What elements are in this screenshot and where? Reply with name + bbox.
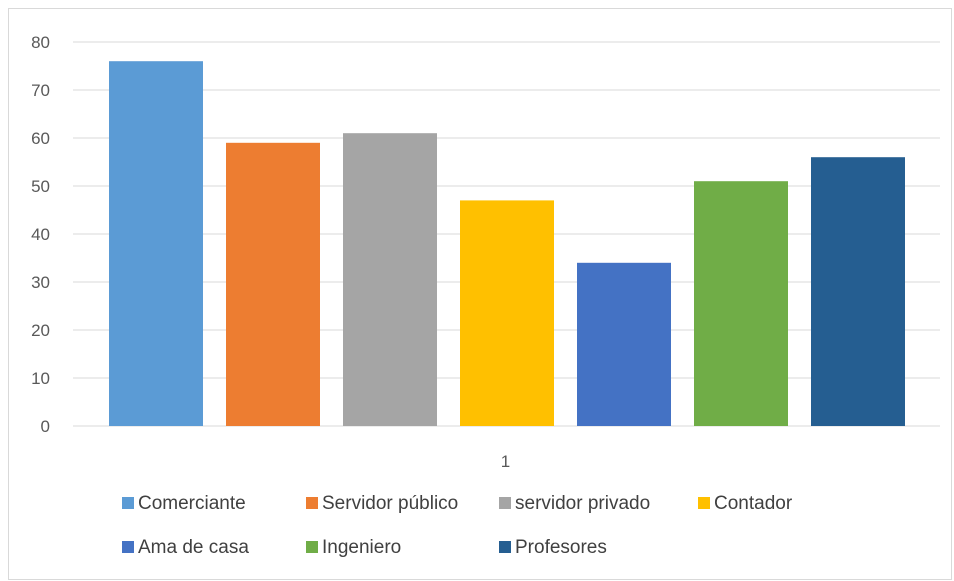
- y-tick-label: 60: [31, 129, 50, 148]
- gridlines: [73, 41, 940, 427]
- legend-label: servidor privado: [515, 493, 650, 514]
- legend-label: Servidor público: [322, 493, 458, 514]
- legend-swatch: [499, 541, 511, 553]
- y-tick-label: 70: [31, 81, 50, 100]
- legend-label: Comerciante: [138, 493, 246, 514]
- y-tick-label: 80: [31, 33, 50, 52]
- legend-item: Contador: [698, 493, 793, 514]
- y-tick-label: 50: [31, 177, 50, 196]
- bar-ama-de-casa: [577, 262, 671, 426]
- legend-label: Contador: [714, 493, 793, 514]
- legend-label: Profesores: [515, 537, 607, 558]
- bar-servidor-p-blico: [226, 142, 320, 427]
- legend-swatch: [306, 497, 318, 509]
- legend-item: Ingeniero: [306, 537, 401, 558]
- legend-label: Ama de casa: [138, 537, 249, 558]
- legend-swatch: [698, 497, 710, 509]
- legend-item: Ama de casa: [122, 537, 249, 558]
- y-tick-label: 10: [31, 369, 50, 388]
- legend-item: Comerciante: [122, 493, 246, 514]
- legend-item: Servidor público: [306, 493, 458, 514]
- legend-swatch: [499, 497, 511, 509]
- chart-frame: [8, 8, 952, 580]
- legend-item: Profesores: [499, 537, 607, 558]
- x-axis-ticks: 1: [501, 452, 510, 471]
- bars: [109, 61, 905, 427]
- legend-swatch: [306, 541, 318, 553]
- y-tick-label: 20: [31, 321, 50, 340]
- legend-swatch: [122, 497, 134, 509]
- legend: Comerciante Servidor público servidor priv…: [122, 493, 793, 558]
- legend-swatch: [122, 541, 134, 553]
- bar-contador: [460, 200, 554, 426]
- y-tick-label: 0: [41, 417, 50, 436]
- legend-label: Ingeniero: [322, 537, 401, 558]
- y-tick-label: 40: [31, 225, 50, 244]
- bar-servidor-privado: [343, 133, 437, 426]
- y-tick-label: 30: [31, 273, 50, 292]
- legend-item: servidor privado: [499, 493, 650, 514]
- bar-profesores: [811, 157, 905, 426]
- x-tick-label: 1: [501, 452, 510, 471]
- y-axis-ticks: 0 10 20 30 40 50 60 70 80: [31, 33, 50, 436]
- bar-ingeniero: [694, 181, 788, 426]
- bar-comerciante: [109, 61, 203, 426]
